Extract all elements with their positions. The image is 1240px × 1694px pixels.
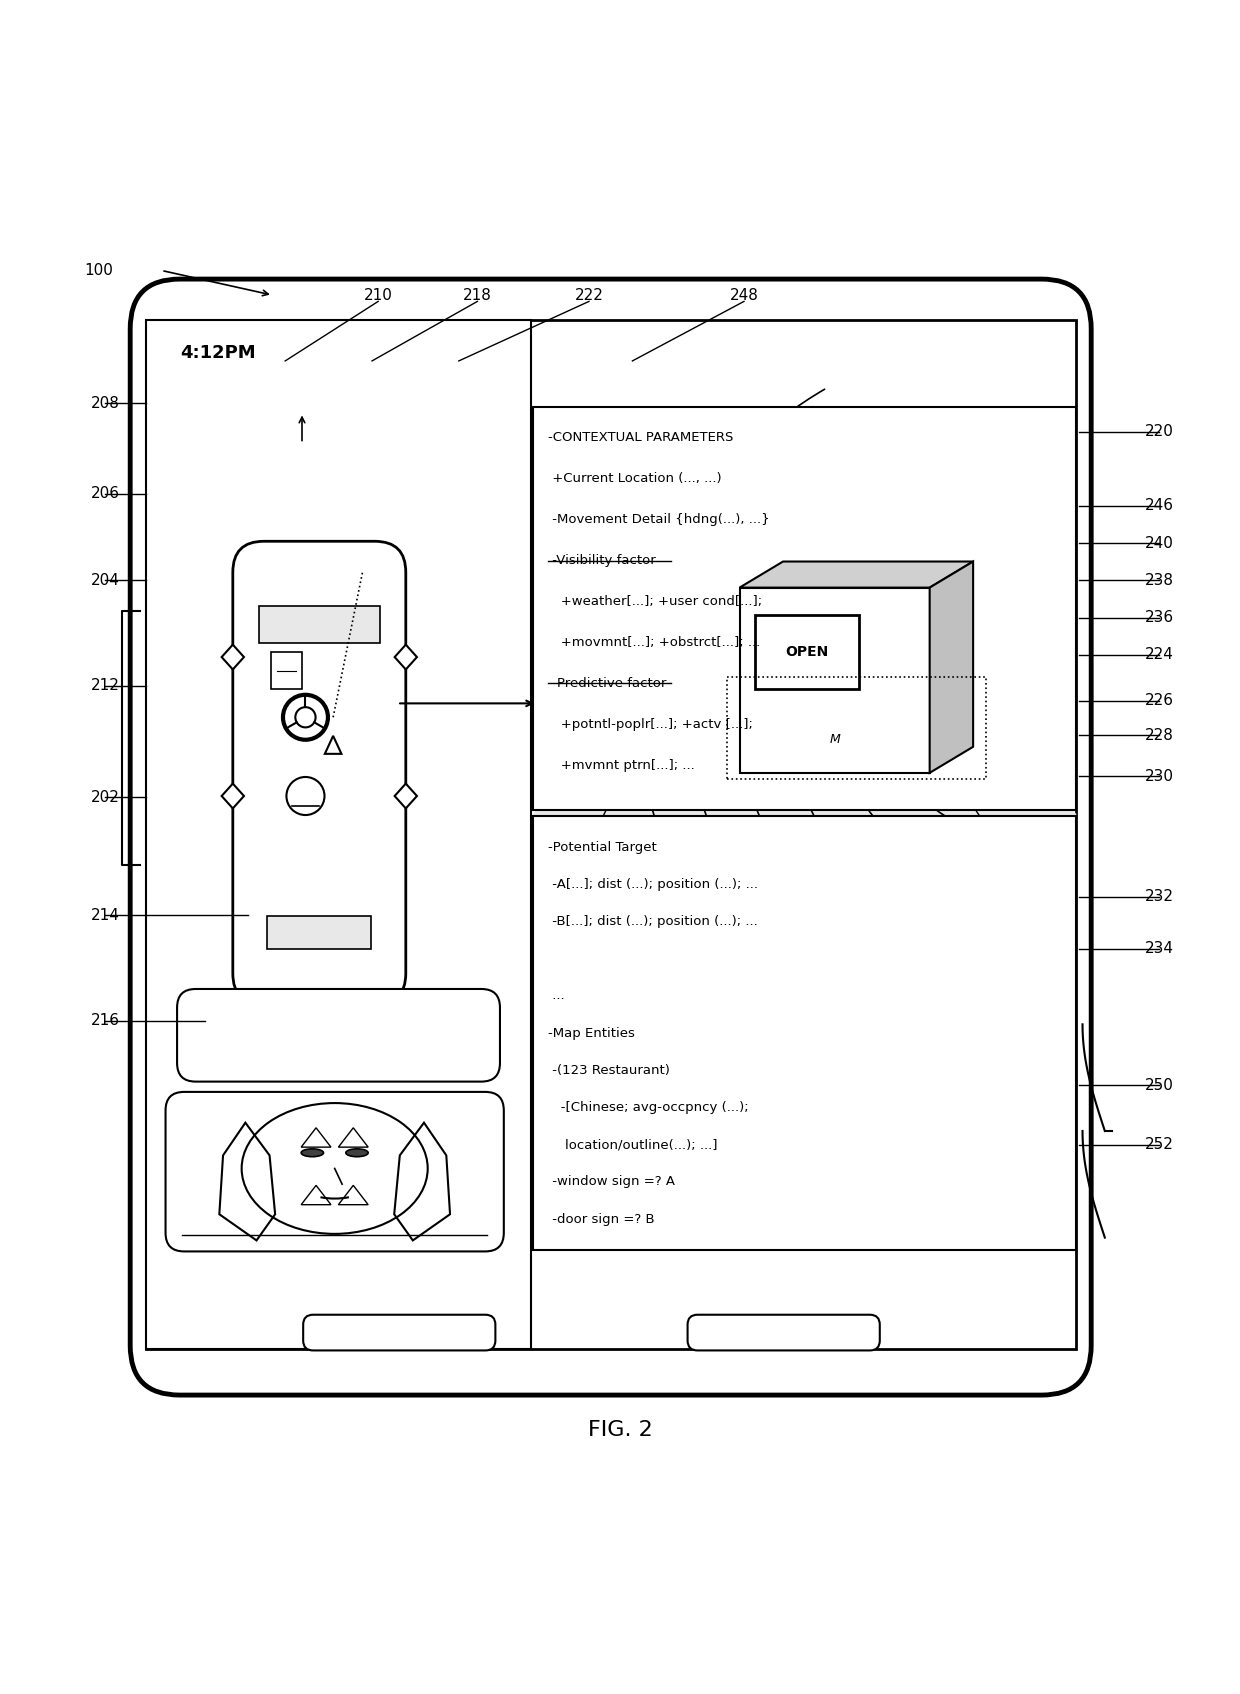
Text: 216: 216 xyxy=(91,1013,120,1028)
FancyBboxPatch shape xyxy=(687,1315,880,1350)
Text: 246: 246 xyxy=(1145,498,1174,513)
Text: -Predictive factor: -Predictive factor xyxy=(548,678,666,689)
Text: ...: ... xyxy=(548,989,564,1003)
Text: -[Chinese; avg-occpncy (...);: -[Chinese; avg-occpncy (...); xyxy=(548,1101,749,1115)
Text: 240: 240 xyxy=(1145,535,1174,551)
Polygon shape xyxy=(222,645,244,669)
Bar xyxy=(533,817,1076,1250)
Text: +mvmnt ptrn[...]; ...: +mvmnt ptrn[...]; ... xyxy=(548,759,694,772)
Text: 214: 214 xyxy=(91,908,120,923)
Text: 212: 212 xyxy=(91,678,120,693)
Bar xyxy=(739,588,930,772)
Text: 230: 230 xyxy=(1145,769,1174,784)
Text: 206: 206 xyxy=(91,486,120,501)
Bar xyxy=(270,652,303,689)
Text: -A[...]; dist (...); position (...); ...: -A[...]; dist (...); position (...); ... xyxy=(548,877,758,891)
Text: -B[...]; dist (...); position (...); ...: -B[...]; dist (...); position (...); ... xyxy=(548,915,758,928)
Text: 4:12PM: 4:12PM xyxy=(180,344,255,363)
Bar xyxy=(259,606,379,644)
Bar xyxy=(146,320,1076,1348)
Text: 250: 250 xyxy=(1145,1077,1174,1093)
Text: 202: 202 xyxy=(91,789,120,805)
Text: +Current Location (..., ...): +Current Location (..., ...) xyxy=(548,473,722,484)
Polygon shape xyxy=(930,561,973,772)
Text: 210: 210 xyxy=(363,288,393,303)
Text: 224: 224 xyxy=(1145,647,1174,662)
Circle shape xyxy=(283,695,327,740)
Ellipse shape xyxy=(301,1149,324,1157)
Text: -Movement Detail {hdng(...), ...}: -Movement Detail {hdng(...), ...} xyxy=(548,513,770,527)
Bar xyxy=(146,320,531,1348)
Polygon shape xyxy=(394,645,417,669)
Text: 208: 208 xyxy=(91,396,120,410)
Text: 204: 204 xyxy=(91,573,120,588)
Text: M: M xyxy=(830,734,839,745)
Text: -door sign =? B: -door sign =? B xyxy=(548,1213,655,1225)
Text: 232: 232 xyxy=(1145,889,1174,905)
Text: +weather[...]; +user cond[...];: +weather[...]; +user cond[...]; xyxy=(548,595,763,608)
Polygon shape xyxy=(222,784,244,808)
Polygon shape xyxy=(533,495,1076,959)
Text: -Potential Target: -Potential Target xyxy=(548,840,657,854)
Text: 234: 234 xyxy=(1145,942,1174,955)
Text: +movmnt[...]; +obstrct[...]; ...: +movmnt[...]; +obstrct[...]; ... xyxy=(548,635,760,649)
Text: 220: 220 xyxy=(1145,424,1174,439)
Text: 228: 228 xyxy=(1145,728,1174,744)
Text: OPEN: OPEN xyxy=(785,645,828,659)
Bar xyxy=(268,916,371,949)
FancyBboxPatch shape xyxy=(166,1093,503,1252)
Text: -CONTEXTUAL PARAMETERS: -CONTEXTUAL PARAMETERS xyxy=(548,432,733,444)
Text: -Map Entities: -Map Entities xyxy=(548,1027,635,1040)
Text: +potntl-poplr[...]; +actv [...];: +potntl-poplr[...]; +actv [...]; xyxy=(548,718,753,730)
Text: 238: 238 xyxy=(1145,573,1174,588)
Polygon shape xyxy=(394,784,417,808)
Circle shape xyxy=(295,706,316,727)
Bar xyxy=(533,407,1076,810)
Text: 222: 222 xyxy=(574,288,604,303)
Text: -Visibility factor: -Visibility factor xyxy=(548,554,656,567)
Text: 218: 218 xyxy=(463,288,492,303)
Bar xyxy=(727,678,986,779)
FancyBboxPatch shape xyxy=(233,542,405,1005)
Ellipse shape xyxy=(346,1149,368,1157)
Bar xyxy=(755,615,859,689)
Text: -(123 Restaurant): -(123 Restaurant) xyxy=(548,1064,670,1077)
Text: -window sign =? A: -window sign =? A xyxy=(548,1176,675,1187)
Text: location/outline(...); ...]: location/outline(...); ...] xyxy=(548,1138,718,1152)
FancyBboxPatch shape xyxy=(177,989,500,1081)
Text: FIG. 2: FIG. 2 xyxy=(588,1420,652,1440)
Text: 100: 100 xyxy=(84,263,114,278)
Polygon shape xyxy=(325,735,341,754)
Circle shape xyxy=(286,778,325,815)
Text: 248: 248 xyxy=(729,288,759,303)
Text: 236: 236 xyxy=(1145,610,1174,625)
FancyBboxPatch shape xyxy=(130,280,1091,1396)
Ellipse shape xyxy=(242,1103,428,1233)
FancyBboxPatch shape xyxy=(303,1315,496,1350)
Polygon shape xyxy=(739,561,973,588)
Text: 226: 226 xyxy=(1145,693,1174,708)
Text: 252: 252 xyxy=(1145,1137,1174,1152)
